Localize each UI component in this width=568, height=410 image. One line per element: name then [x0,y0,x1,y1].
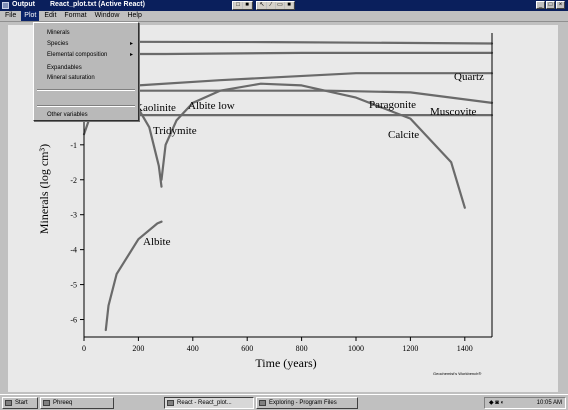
window-title-app: Output [12,1,35,8]
app-icon[interactable] [2,2,9,9]
menu-plot[interactable]: Plot [21,11,40,21]
y-tick-label: -4 [70,246,77,255]
line-tool-icon[interactable]: ∕ [267,2,275,9]
pointer-tool-icon[interactable]: ↖ [258,2,266,9]
x-tick-label: 800 [296,344,308,353]
x-axis-title: Time (years) [255,356,316,370]
menu-item-label: Expandables [47,65,82,71]
menu-bar: File Plot Edit Format Window Help [0,11,568,22]
submenu-arrow-icon: ▸ [129,41,133,47]
label-quartz: Quartz [454,71,484,83]
maximize-button[interactable]: □ [546,1,555,9]
menu-item-elemental-composition[interactable]: Elemental composition ▸ [34,50,138,60]
x-tick-label: 600 [241,344,253,353]
menu-item-species[interactable]: Species ▸ [34,39,138,49]
menu-item-expandables[interactable]: Expandables [34,63,138,73]
series-line-muscovite [82,72,494,94]
y-tick-label: -3 [70,211,77,220]
y-tick-label: -2 [70,176,77,185]
menu-edit[interactable]: Edit [44,12,57,19]
menu-item-mineral-saturation[interactable]: Mineral saturation [34,73,138,83]
y-tick-label: -6 [70,316,77,325]
toolbar-group-view: □ ■ [232,1,253,10]
series-line-paragonite [82,51,494,56]
menu-separator [37,105,135,107]
system-tray: ◆ ◙ ◐ 10:05 AM [484,397,566,409]
x-tick-label: 1200 [402,344,418,353]
x-tick-label: 200 [132,344,144,353]
y-axis-title: Minerals (log cm³) [37,144,51,234]
windows-logo-icon [5,400,12,406]
toolbar-group-draw: ↖ ∕ ▭ ■ [256,1,295,10]
label-kaolinite: Kaolinite [135,102,176,114]
task-button-phreeq[interactable]: Phreeq [40,397,114,409]
series-group [82,40,494,332]
menu-file[interactable]: File [5,12,17,19]
menu-format[interactable]: Format [64,12,87,19]
series-line-quartz [82,40,494,45]
plot-toolbar: □ ■ ↖ ∕ ▭ ■ [232,1,295,10]
folder-icon [259,400,266,406]
menu-item-label: Other variables [47,112,88,118]
menu-separator [37,89,135,91]
credit-text: Geochemist's Workbench® [433,371,481,376]
series-line-calcite [82,89,494,104]
clock: 10:05 AM [536,400,562,406]
x-ticks: 0 200 400 600 800 1000 1200 1400 [82,337,473,353]
task-button-react[interactable]: React - React_plot... [164,397,254,409]
view-page-icon[interactable]: □ [234,2,242,9]
y-tick-label: -1 [70,141,77,150]
app-icon [43,400,50,406]
plot-menu-dropdown: Minerals Species ▸ Elemental composition ▸… [33,22,139,121]
minimize-button[interactable]: _ [536,1,545,9]
task-label: React - React_plot... [177,400,232,406]
task-label: Phreeq [53,400,73,406]
menu-item-label: Species [47,41,69,47]
menu-item-label: Minerals [47,30,70,36]
series-line-albite [104,220,163,332]
fill-tool-icon[interactable]: ■ [285,2,293,9]
label-calcite: Calcite [388,129,419,141]
app-icon [167,400,174,406]
menu-item-label: Elemental composition [47,52,108,58]
label-albite: Albite [143,236,171,248]
view-fill-icon[interactable]: ■ [243,2,251,9]
menu-item-other-variables[interactable]: Other variables [34,110,138,120]
submenu-arrow-icon: ▸ [129,52,133,58]
rectangle-tool-icon[interactable]: ▭ [276,2,284,9]
series-line-albite-low [160,82,466,209]
x-tick-label: 400 [187,344,199,353]
tray-icons[interactable]: ◆ ◙ ◐ [489,400,505,406]
x-tick-label: 1000 [348,344,364,353]
menu-window[interactable]: Window [94,12,120,19]
task-label: Exploring - Program Files [269,400,337,406]
x-tick-label: 0 [82,344,86,353]
task-button-explorer[interactable]: Exploring - Program Files [256,397,358,409]
label-albite-low: Albite low [188,100,235,112]
start-label: Start [15,400,28,406]
label-tridymite: Tridymite [153,125,197,137]
label-paragonite: Paragonite [369,99,416,111]
window-controls: _ □ × [536,1,565,9]
label-muscovite: Muscovite [430,106,477,118]
menu-item-minerals[interactable]: Minerals [34,28,138,38]
menu-item-label: Mineral saturation [47,75,95,81]
menu-help[interactable]: Help [127,12,142,19]
taskbar: Start Phreeq React - React_plot... Explo… [0,394,568,410]
close-button[interactable]: × [556,1,565,9]
y-tick-label: -5 [70,281,77,290]
start-button[interactable]: Start [2,397,38,409]
window-title-file: React_plot.txt (Active React) [50,1,145,8]
x-tick-label: 1400 [457,344,473,353]
window-title-bar: Output React_plot.txt (Active React) □ ■… [0,0,568,11]
